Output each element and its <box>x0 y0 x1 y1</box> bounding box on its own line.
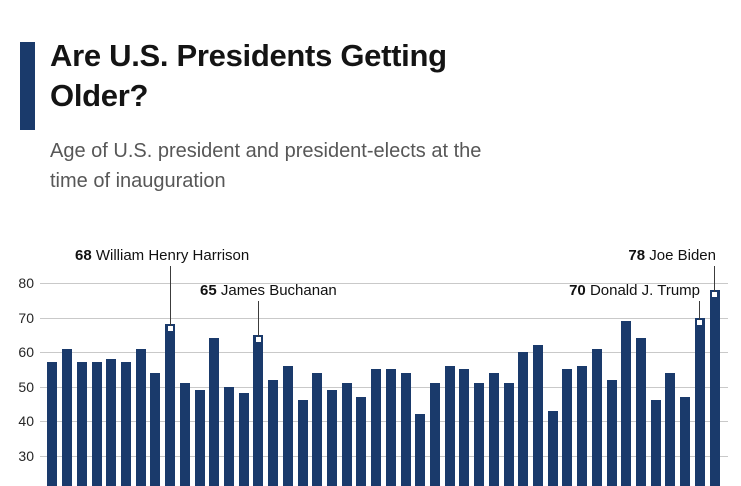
bar-andrew-johnson <box>282 365 293 486</box>
bar-calvin-coolidge <box>474 383 485 486</box>
bar-harry-s-truman <box>518 352 529 486</box>
bar-grover-cleveland <box>385 369 396 486</box>
page-title: Are U.S. Presidents Getting Older? <box>50 38 447 113</box>
annotation-line-william-henry-harrison <box>169 266 171 329</box>
annotation-marker-william-henry-harrison <box>167 326 173 332</box>
bar-james-monroe <box>106 358 117 486</box>
y-tick-label-80: 80 <box>18 275 34 291</box>
annotation-marker-donald-j-trump <box>697 319 703 325</box>
bar-chester-a-arthur <box>341 383 352 486</box>
title-accent-bar <box>20 42 35 130</box>
bar-william-henry-harrison <box>165 324 176 486</box>
bar-richard-nixon <box>577 365 588 486</box>
bar-jimmy-carter <box>606 379 617 486</box>
bar-woodrow-wilson <box>444 365 455 486</box>
bar-donald-j-trump <box>694 317 705 486</box>
bar-thomas-jefferson <box>76 362 87 486</box>
bar-barack-obama <box>680 396 691 486</box>
bar-andrew-jackson <box>135 348 146 486</box>
annotation-james-buchanan: 65 James Buchanan <box>200 282 337 299</box>
y-tick-label-30: 30 <box>18 447 34 464</box>
bar-rutherford-b-hayes <box>312 372 323 486</box>
y-tick-label-60: 60 <box>18 344 34 360</box>
bar-herbert-hoover <box>488 372 499 486</box>
annotation-donald-j-trump: 70 Donald J. Trump <box>569 282 700 299</box>
bar-john-f-kennedy <box>547 410 558 486</box>
bar-millard-fillmore <box>223 386 234 486</box>
bar-william-mckinley <box>400 372 411 486</box>
bar-james-k-polk <box>194 389 205 486</box>
bar-james-a-garfield <box>326 389 337 486</box>
gridline-80 <box>40 283 728 284</box>
bar-theodore-roosevelt <box>415 414 426 486</box>
gridline-50 <box>40 386 728 388</box>
gridline-40 <box>40 421 728 422</box>
annotation-line-joe-biden <box>714 266 716 294</box>
annotation-marker-james-buchanan <box>255 336 261 342</box>
bar-john-quincy-adams <box>120 362 131 486</box>
annotation-line-donald-j-trump <box>699 301 701 322</box>
bar-grover-cleveland <box>356 396 367 486</box>
annotation-marker-joe-biden <box>712 291 718 297</box>
y-tick-label-50: 50 <box>18 378 34 395</box>
bar-george-h-w-bush <box>636 338 647 486</box>
bar-bill-clinton <box>650 400 661 486</box>
annotation-william-henry-harrison: 68 William Henry Harrison <box>75 247 250 264</box>
bar-abraham-lincoln <box>268 379 279 486</box>
gridline-30 <box>40 455 728 457</box>
y-tick-label-70: 70 <box>18 309 34 326</box>
page-subtitle: Age of U.S. president and president-elec… <box>50 140 482 192</box>
bar-lyndon-b-johnson <box>562 369 573 486</box>
bar-franklin-d-roosevelt <box>503 383 514 486</box>
bar-joe-biden <box>709 289 720 486</box>
gridline-70 <box>40 317 728 319</box>
annotation-line-james-buchanan <box>257 301 259 339</box>
bar-zachary-taylor <box>209 338 220 486</box>
bar-warren-g-harding <box>459 369 470 486</box>
bar-james-buchanan <box>253 334 264 486</box>
bar-gerald-ford <box>591 348 602 486</box>
bar-john-tyler <box>179 383 190 486</box>
bar-ulysses-s-grant <box>297 400 308 486</box>
bar-john-adams <box>62 348 73 486</box>
bar-james-madison <box>91 362 102 486</box>
gridline-60 <box>40 352 728 353</box>
bar-martin-van-buren <box>150 372 161 486</box>
annotation-joe-biden: 78 Joe Biden <box>628 247 716 264</box>
bar-george-washington <box>47 362 58 486</box>
bar-franklin-pierce <box>238 393 249 486</box>
bar-ronald-reagan <box>621 320 632 486</box>
bar-william-howard-taft <box>430 383 440 486</box>
bar-benjamin-harrison <box>371 369 382 486</box>
y-tick-label-40: 40 <box>18 413 34 429</box>
bar-george-w-bush <box>665 372 676 486</box>
bar-dwight-d-eisenhower <box>533 345 544 486</box>
